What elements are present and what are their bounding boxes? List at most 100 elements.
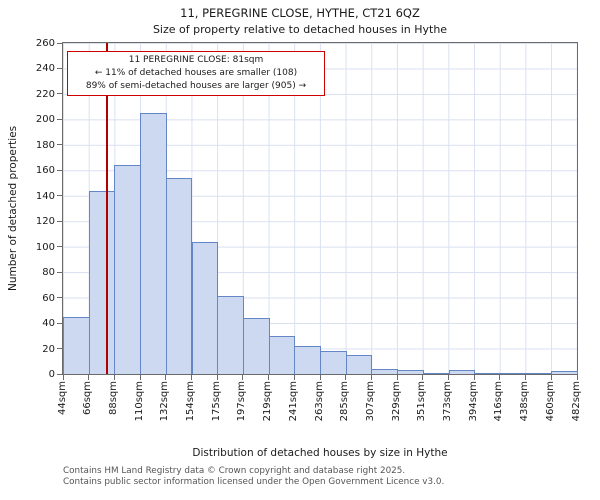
- y-tick-mark: [57, 373, 62, 375]
- y-tick-mark: [57, 195, 62, 197]
- annotation-line1: 11 PEREGRINE CLOSE: 81sqm: [128, 55, 264, 65]
- x-tick-label: 154sqm: [185, 381, 196, 422]
- histogram-bar: [217, 296, 244, 374]
- histogram-bar: [397, 370, 424, 374]
- x-tick-mark: [88, 375, 90, 380]
- x-tick-label: 263sqm: [313, 381, 325, 422]
- y-tick-label: 180: [35, 139, 55, 151]
- x-tick-mark: [473, 375, 475, 380]
- x-tick-mark: [499, 375, 501, 380]
- y-tick-label: 260: [35, 38, 55, 49]
- x-tick-label: 132sqm: [159, 381, 171, 422]
- y-tick-label: 100: [35, 241, 55, 253]
- annotation-line3: 89% of semi-detached houses are larger (…: [85, 81, 307, 91]
- y-tick-mark: [57, 246, 62, 248]
- x-tick-mark: [576, 375, 578, 380]
- x-tick-label: 482sqm: [570, 381, 582, 422]
- histogram-bar: [525, 372, 553, 374]
- histogram-bar: [191, 241, 219, 374]
- histogram-bar: [114, 165, 142, 374]
- histogram-bar: [345, 354, 373, 374]
- x-tick-label: 329sqm: [390, 381, 402, 422]
- y-tick-label: 0: [48, 369, 55, 380]
- y-tick-mark: [57, 144, 62, 146]
- x-tick-mark: [216, 375, 218, 380]
- x-tick-label: 351sqm: [416, 381, 428, 422]
- histogram-bar: [371, 368, 399, 374]
- y-tick-label: 80: [42, 267, 55, 279]
- y-tick-mark: [57, 93, 62, 95]
- x-tick-mark: [525, 375, 527, 380]
- x-tick-label: 416sqm: [493, 381, 505, 422]
- x-tick-mark: [370, 375, 372, 380]
- x-axis-ticks: 44sqm 66sqm 88sqm 110sqm 132sqm 154sqm 175sqm 1…: [57, 381, 582, 451]
- x-tick-label: 373sqm: [442, 381, 453, 422]
- y-tick-label: 20: [42, 343, 55, 355]
- histogram-bar: [448, 370, 476, 374]
- histogram-bar: [63, 316, 90, 374]
- histogram-bar: [499, 372, 527, 374]
- x-tick-mark: [191, 375, 192, 380]
- x-tick-mark: [422, 375, 424, 380]
- annotation-box: 11 PEREGRINE CLOSE: 81sqm ← 11% of detac…: [67, 51, 325, 96]
- footer-attribution-1: Contains HM Land Registry data © Crown c…: [63, 466, 406, 476]
- y-tick-label: 60: [42, 292, 55, 304]
- histogram-bar: [294, 346, 321, 374]
- y-tick-label: 40: [42, 318, 55, 330]
- x-tick-mark: [396, 375, 398, 380]
- annotation-line2: ← 11% of detached houses are smaller (10…: [94, 68, 298, 78]
- y-tick-mark: [57, 271, 62, 273]
- histogram-bar: [165, 177, 193, 374]
- y-tick-label: 240: [35, 63, 55, 75]
- x-tick-mark: [165, 375, 167, 380]
- histogram-bar: [551, 371, 578, 374]
- chart-subtitle: Size of property relative to detached ho…: [152, 23, 448, 36]
- y-tick-mark: [57, 322, 62, 324]
- x-tick-mark: [62, 375, 64, 380]
- y-tick-mark: [57, 42, 62, 44]
- y-tick-label: 140: [35, 190, 55, 202]
- x-tick-mark: [448, 375, 449, 380]
- marker-line: [106, 43, 108, 374]
- y-tick-mark: [57, 118, 62, 120]
- y-tick-mark: [57, 348, 62, 350]
- x-tick-mark: [139, 375, 141, 380]
- x-tick-label: 285sqm: [339, 381, 351, 422]
- y-tick-mark: [57, 297, 62, 299]
- x-tick-mark: [345, 375, 347, 380]
- y-tick-mark: [57, 67, 62, 69]
- histogram-bar: [268, 335, 296, 374]
- histogram-bar: [422, 372, 450, 374]
- histogram-bar: [88, 190, 116, 374]
- histogram-bar: [320, 351, 347, 374]
- histogram-bar: [242, 318, 270, 374]
- x-axis-label: Distribution of detached houses by size …: [192, 447, 448, 459]
- x-tick-label: 197sqm: [236, 381, 248, 422]
- x-tick-label: 307sqm: [364, 381, 376, 422]
- y-tick-label: 160: [35, 165, 55, 177]
- x-tick-mark: [242, 375, 244, 380]
- y-tick-mark: [57, 169, 62, 171]
- y-tick-label: 220: [35, 88, 55, 100]
- x-tick-label: 88sqm: [107, 381, 119, 416]
- plot-area: 11 PEREGRINE CLOSE: 81sqm ← 11% of detac…: [57, 42, 578, 380]
- y-tick-label: 200: [35, 114, 55, 126]
- histogram-bar: [140, 113, 167, 374]
- x-tick-label: 460sqm: [544, 381, 556, 422]
- y-tick-mark: [57, 220, 62, 222]
- x-tick-mark: [550, 375, 552, 380]
- x-tick-label: 110sqm: [133, 381, 145, 422]
- x-tick-label: 219sqm: [262, 381, 274, 422]
- footer-attribution-2: Contains public sector information licen…: [63, 477, 445, 487]
- x-tick-mark: [113, 375, 115, 380]
- x-tick-label: 438sqm: [519, 381, 531, 422]
- x-tick-label: 66sqm: [82, 381, 94, 416]
- x-tick-mark: [268, 375, 270, 380]
- x-tick-mark: [293, 375, 295, 380]
- x-tick-label: 394sqm: [467, 381, 479, 422]
- x-tick-label: 44sqm: [56, 381, 68, 416]
- x-tick-label: 175sqm: [210, 381, 222, 422]
- histogram-bar: [474, 372, 501, 374]
- chart-title: 11, PEREGRINE CLOSE, HYTHE, CT21 6QZ: [180, 6, 420, 20]
- x-tick-mark: [319, 375, 321, 380]
